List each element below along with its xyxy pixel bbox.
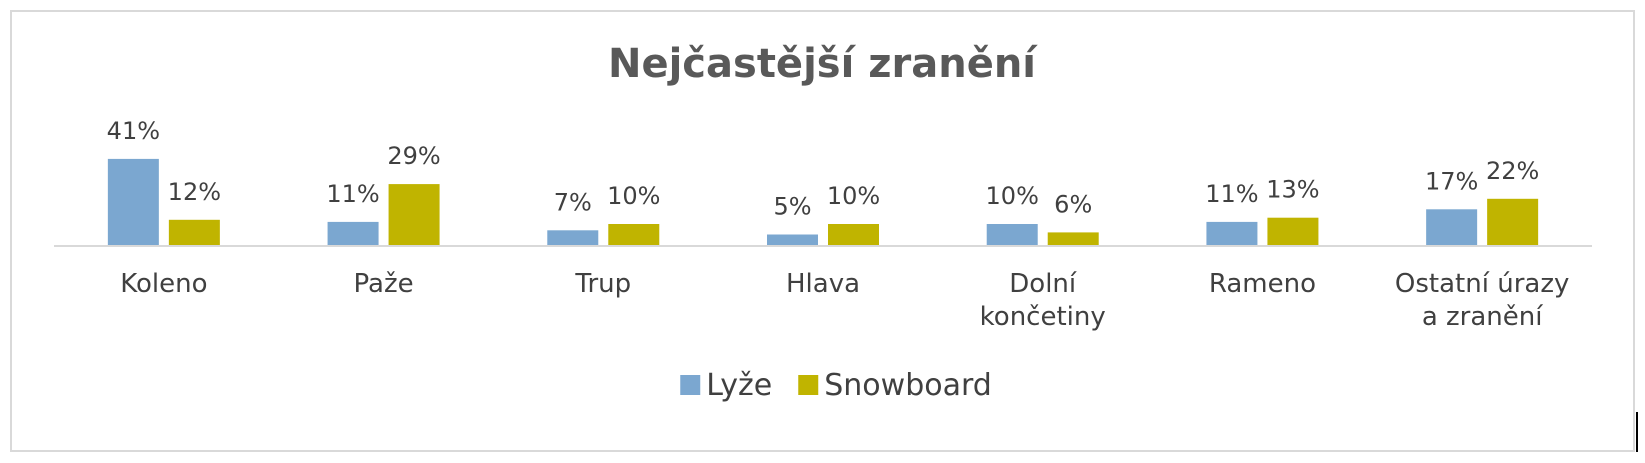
data-label: 10% — [827, 182, 880, 210]
category-label-line: Koleno — [120, 269, 207, 299]
data-label: 22% — [1486, 157, 1539, 185]
category-label-line: končetiny — [980, 302, 1106, 332]
category-label: Dolní končetiny — [980, 269, 1106, 332]
chart-container — [10, 10, 1635, 452]
plot-area: 41% 12% Koleno 11% 29% Paže 7% 10% Trup 5% 10% Hlav… — [54, 117, 1592, 332]
data-label: 5% — [773, 193, 811, 221]
legend-swatch-ly-e — [680, 375, 701, 395]
data-label: 10% — [607, 182, 660, 210]
bar-snowboard-2 — [608, 224, 660, 245]
data-label: 13% — [1266, 176, 1319, 204]
legend-label-snowboard: Snowboard — [824, 368, 992, 403]
data-label: 7% — [554, 188, 592, 216]
category-label: Koleno — [120, 269, 207, 299]
category-label-line: Dolní — [1009, 269, 1077, 299]
bar-ly-e-4 — [986, 224, 1038, 245]
data-label: 11% — [326, 180, 379, 208]
bar-ly-e-6 — [1426, 209, 1478, 245]
data-label: 17% — [1425, 167, 1478, 195]
category-label: Paže — [354, 269, 414, 299]
data-label: 41% — [107, 117, 160, 145]
bar-snowboard-3 — [828, 224, 879, 245]
bar-snowboard-6 — [1487, 198, 1539, 245]
bar-snowboard-1 — [388, 184, 440, 245]
category-label-line: Rameno — [1209, 269, 1316, 299]
category-label-line: Hlava — [786, 269, 860, 299]
data-label: 11% — [1205, 180, 1258, 208]
bar-ly-e-2 — [547, 230, 599, 245]
category-label-line: Ostatní úrazy — [1395, 269, 1569, 299]
data-label: 29% — [387, 142, 440, 170]
data-label: 10% — [986, 182, 1039, 210]
category-label-line: a zranění — [1422, 302, 1543, 332]
category-label-line: Trup — [574, 269, 631, 299]
bar-ly-e-1 — [327, 221, 379, 245]
category-label: Rameno — [1209, 269, 1316, 299]
data-label: 6% — [1054, 190, 1092, 218]
bar-snowboard-4 — [1047, 232, 1099, 245]
bar-ly-e-3 — [767, 234, 818, 245]
bar-ly-e-0 — [107, 158, 159, 245]
bar-snowboard-5 — [1267, 217, 1319, 245]
category-label-line: Paže — [354, 269, 414, 299]
chart-title: Nejčastější zranění — [608, 41, 1038, 87]
legend-label-ly-e: Lyže — [706, 368, 772, 403]
category-label: Hlava — [786, 269, 860, 299]
data-label: 12% — [168, 178, 221, 206]
bar-snowboard-0 — [168, 219, 220, 245]
edge-mark — [1636, 412, 1638, 452]
legend: Lyže Snowboard — [680, 368, 992, 403]
bar-ly-e-5 — [1206, 221, 1258, 245]
legend-swatch-snowboard — [798, 375, 819, 395]
category-label: Trup — [574, 269, 631, 299]
category-label: Ostatní úrazy a zranění — [1395, 269, 1569, 332]
